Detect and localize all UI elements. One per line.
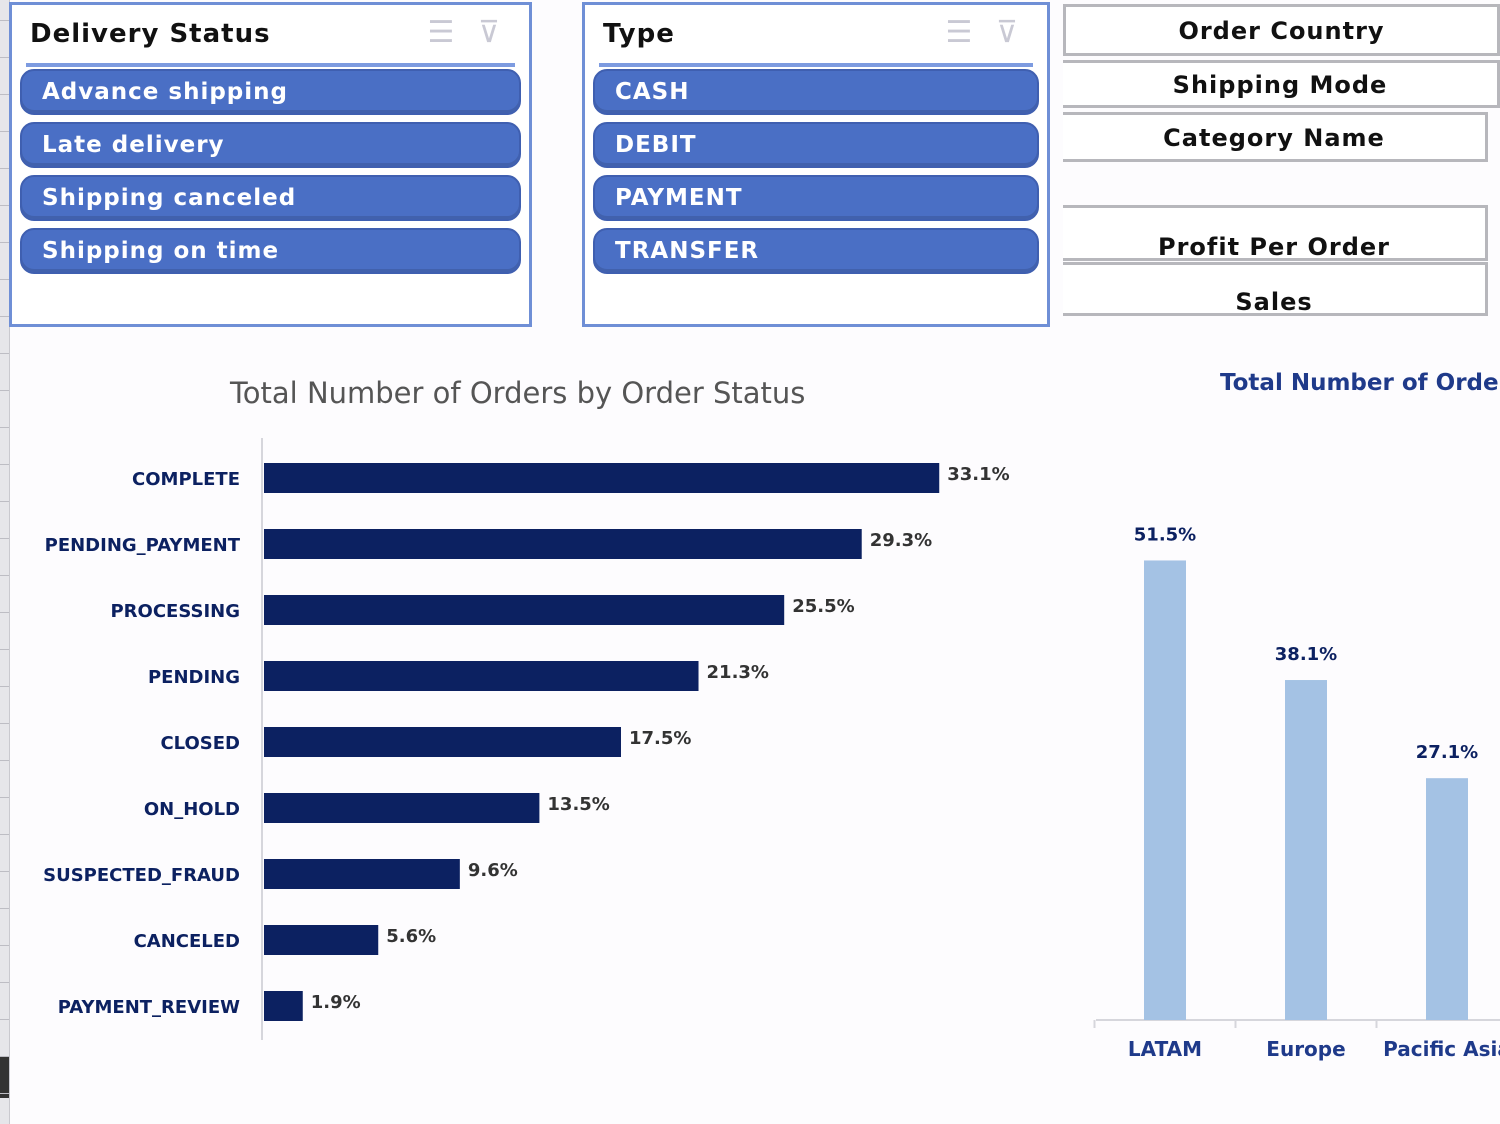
type-item[interactable]: DEBIT (593, 122, 1039, 168)
category-label: CANCELED (134, 931, 240, 952)
clear-filter-icon[interactable]: ⊽ (996, 15, 1018, 50)
slicer-items: CASH DEBIT PAYMENT TRANSFER (593, 69, 1039, 281)
bar (1426, 778, 1468, 1020)
order-country-field[interactable]: Order Country (1063, 4, 1500, 56)
category-name-field[interactable]: Category Name (1063, 112, 1488, 162)
multi-select-icon[interactable]: ☰ (427, 15, 455, 50)
row-gridline (0, 20, 9, 21)
row-gridline (0, 871, 9, 872)
row-gridline (0, 538, 9, 539)
row-gridline (0, 612, 9, 613)
clear-filter-icon[interactable]: ⊽ (478, 15, 500, 50)
row-gridline (0, 464, 9, 465)
order-status-bar-chart: COMPLETE 33.1% PENDING_PAYMENT 29.3% PROCESS… (43, 438, 1010, 1040)
category-label: LATAM (1128, 1037, 1202, 1061)
category-label: PROCESSING (110, 601, 240, 622)
row-gridline (0, 242, 9, 243)
row-gridline (0, 279, 9, 280)
row-gridline (0, 575, 9, 576)
chart-title-order-status: Total Number of Orders by Order Status (230, 376, 806, 410)
data-label: 17.5% (629, 728, 691, 749)
row-gridline (0, 723, 9, 724)
bar (264, 463, 940, 493)
category-label: CLOSED (160, 733, 240, 754)
row-gridline (0, 945, 9, 946)
bar (264, 925, 379, 955)
row-gridline (0, 427, 9, 428)
bar (1144, 560, 1186, 1020)
row-gridline (0, 131, 9, 132)
row-gridline (0, 316, 9, 317)
bar (264, 595, 785, 625)
data-label: 27.1% (1416, 742, 1478, 763)
profit-per-order-field[interactable]: Profit Per Order (1063, 205, 1488, 261)
slicer-items: Advance shipping Late delivery Shipping ca… (20, 69, 521, 281)
slicer-title: Type (603, 19, 675, 49)
data-label: 51.5% (1134, 524, 1196, 545)
row-gridline (0, 1093, 9, 1094)
type-item[interactable]: TRANSFER (593, 228, 1039, 274)
type-item[interactable]: PAYMENT (593, 175, 1039, 221)
category-label: ON_HOLD (144, 799, 240, 820)
row-gridline (0, 353, 9, 354)
delivery-status-slicer: Delivery Status ☰ ⊽ Advance shipping Late… (9, 2, 532, 327)
row-gridline (0, 834, 9, 835)
delivery-status-item[interactable]: Late delivery (20, 122, 521, 168)
category-label: PENDING_PAYMENT (45, 535, 241, 556)
category-label: SUSPECTED_FRAUD (43, 865, 240, 886)
slicer-header: Delivery Status ☰ ⊽ (26, 5, 515, 67)
category-label: Europe (1266, 1037, 1345, 1061)
row-gridline (0, 1056, 9, 1057)
data-label: 13.5% (547, 794, 609, 815)
row-gridline (0, 57, 9, 58)
row-header-strip (0, 0, 10, 1124)
bar (264, 661, 699, 691)
data-label: 9.6% (468, 860, 518, 881)
chart-title-orders-by-market: Total Number of Orders (1220, 370, 1500, 396)
shipping-mode-field[interactable]: Shipping Mode (1063, 60, 1500, 108)
row-gridline (0, 168, 9, 169)
data-label: 21.3% (707, 662, 769, 683)
category-label: PAYMENT_REVIEW (58, 997, 240, 1018)
data-label: 38.1% (1275, 644, 1337, 665)
bar (264, 529, 862, 559)
data-label: 25.5% (792, 596, 854, 617)
row-gridline (0, 501, 9, 502)
bar (1285, 680, 1327, 1020)
row-gridline (0, 390, 9, 391)
type-item[interactable]: CASH (593, 69, 1039, 115)
bar (264, 793, 540, 823)
category-label: Pacific Asia (1383, 1037, 1500, 1061)
orders-by-market-bar-chart: 51.5% LATAM 38.1% Europe 27.1% Pacific Asia (1093, 524, 1500, 1061)
row-gridline (0, 686, 9, 687)
bar (264, 991, 303, 1021)
row-gridline (0, 982, 9, 983)
category-label: COMPLETE (132, 469, 240, 490)
delivery-status-item[interactable]: Shipping on time (20, 228, 521, 274)
bar (264, 727, 621, 757)
data-label: 29.3% (870, 530, 932, 551)
row-gridline (0, 797, 9, 798)
sales-field[interactable]: Sales (1063, 262, 1488, 316)
row-gridline (0, 908, 9, 909)
delivery-status-item[interactable]: Shipping canceled (20, 175, 521, 221)
category-label: PENDING (148, 667, 240, 688)
slicer-header: Type ☰ ⊽ (599, 5, 1033, 67)
row-gridline (0, 94, 9, 95)
data-label: 5.6% (386, 926, 436, 947)
bar (264, 859, 460, 889)
row-gridline (0, 205, 9, 206)
slicer-title: Delivery Status (30, 19, 271, 49)
selected-row-marker (0, 1056, 9, 1098)
row-gridline (0, 1019, 9, 1020)
multi-select-icon[interactable]: ☰ (945, 15, 973, 50)
delivery-status-item[interactable]: Advance shipping (20, 69, 521, 115)
row-gridline (0, 760, 9, 761)
row-gridline (0, 649, 9, 650)
type-slicer: Type ☰ ⊽ CASH DEBIT PAYMENT TRANSFER (582, 2, 1050, 327)
data-label: 33.1% (947, 464, 1009, 485)
data-label: 1.9% (311, 992, 361, 1013)
